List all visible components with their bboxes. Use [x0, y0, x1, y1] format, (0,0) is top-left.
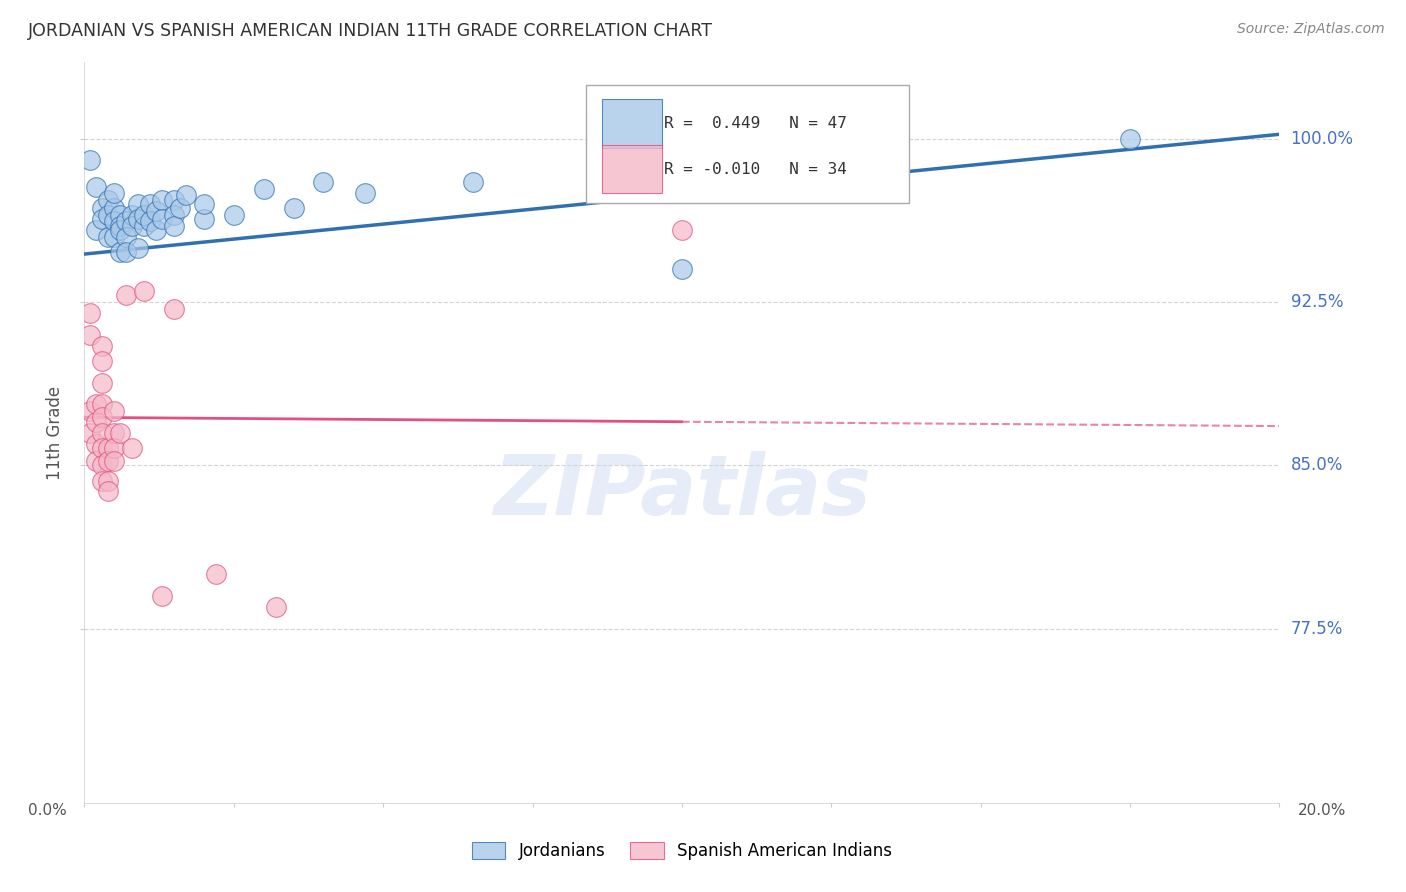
- Point: [91, 474, 114, 488]
- Point: [86, 436, 108, 450]
- Point: [97, 229, 120, 244]
- Text: 0.0%: 0.0%: [28, 803, 66, 818]
- Point: [110, 208, 132, 222]
- Point: [145, 223, 167, 237]
- Point: [671, 223, 693, 237]
- FancyBboxPatch shape: [602, 99, 662, 147]
- Point: [150, 193, 173, 207]
- Point: [150, 589, 173, 603]
- Text: Source: ZipAtlas.com: Source: ZipAtlas.com: [1237, 22, 1385, 37]
- Point: [163, 193, 186, 207]
- Text: 85.0%: 85.0%: [1291, 457, 1343, 475]
- Point: [222, 208, 245, 222]
- Point: [97, 474, 120, 488]
- Point: [79, 327, 101, 342]
- Point: [145, 203, 167, 218]
- Point: [163, 301, 186, 316]
- Point: [150, 212, 173, 227]
- Point: [79, 425, 101, 440]
- Point: [91, 376, 114, 390]
- Point: [91, 202, 114, 216]
- Text: ZIPatlas: ZIPatlas: [494, 451, 870, 533]
- Text: R = -0.010   N = 34: R = -0.010 N = 34: [664, 162, 846, 178]
- Legend: Jordanians, Spanish American Indians: Jordanians, Spanish American Indians: [464, 834, 900, 869]
- Point: [127, 197, 149, 211]
- Point: [163, 208, 186, 222]
- FancyBboxPatch shape: [586, 85, 910, 203]
- Text: 77.5%: 77.5%: [1291, 620, 1343, 638]
- Text: R =  0.449   N = 47: R = 0.449 N = 47: [664, 116, 846, 130]
- Point: [91, 397, 114, 411]
- Point: [115, 214, 138, 228]
- Text: 20.0%: 20.0%: [1298, 803, 1346, 818]
- Point: [253, 182, 276, 196]
- Text: JORDANIAN VS SPANISH AMERICAN INDIAN 11TH GRADE CORRELATION CHART: JORDANIAN VS SPANISH AMERICAN INDIAN 11T…: [28, 22, 713, 40]
- Point: [110, 223, 132, 237]
- Point: [103, 441, 125, 455]
- Point: [127, 240, 149, 254]
- Point: [139, 214, 162, 228]
- Point: [86, 223, 108, 237]
- Point: [139, 197, 162, 211]
- Point: [86, 397, 108, 411]
- Point: [1119, 131, 1142, 145]
- Point: [354, 186, 377, 200]
- Point: [205, 567, 228, 582]
- Point: [121, 208, 143, 222]
- Point: [110, 425, 132, 440]
- Point: [121, 441, 143, 455]
- Point: [169, 202, 191, 216]
- Text: 92.5%: 92.5%: [1291, 293, 1343, 311]
- Point: [103, 229, 125, 244]
- Point: [97, 208, 120, 222]
- Point: [103, 214, 125, 228]
- Point: [91, 338, 114, 352]
- Point: [103, 202, 125, 216]
- Point: [97, 193, 120, 207]
- Point: [79, 404, 101, 418]
- Point: [132, 219, 156, 233]
- Point: [115, 244, 138, 259]
- Point: [79, 153, 101, 168]
- Point: [103, 186, 125, 200]
- Point: [193, 197, 215, 211]
- Point: [91, 458, 114, 473]
- Point: [312, 175, 335, 189]
- Point: [97, 484, 120, 499]
- Y-axis label: 11th Grade: 11th Grade: [46, 385, 65, 480]
- Point: [461, 175, 484, 189]
- Point: [97, 441, 120, 455]
- Point: [91, 441, 114, 455]
- Point: [103, 425, 125, 440]
- Point: [163, 219, 186, 233]
- Point: [110, 244, 132, 259]
- Point: [79, 306, 101, 320]
- Point: [174, 188, 197, 202]
- Point: [132, 208, 156, 222]
- Point: [671, 262, 693, 277]
- Text: 100.0%: 100.0%: [1291, 129, 1354, 148]
- Point: [121, 219, 143, 233]
- Point: [91, 425, 114, 440]
- Point: [97, 454, 120, 468]
- Point: [86, 179, 108, 194]
- Point: [115, 229, 138, 244]
- FancyBboxPatch shape: [602, 145, 662, 194]
- Point: [86, 454, 108, 468]
- Point: [110, 219, 132, 233]
- Point: [86, 415, 108, 429]
- Point: [103, 454, 125, 468]
- Point: [91, 212, 114, 227]
- Point: [91, 410, 114, 425]
- Point: [193, 212, 215, 227]
- Point: [115, 288, 138, 302]
- Point: [283, 202, 305, 216]
- Point: [264, 599, 287, 614]
- Point: [132, 284, 156, 298]
- Point: [103, 404, 125, 418]
- Point: [91, 353, 114, 368]
- Point: [127, 212, 149, 227]
